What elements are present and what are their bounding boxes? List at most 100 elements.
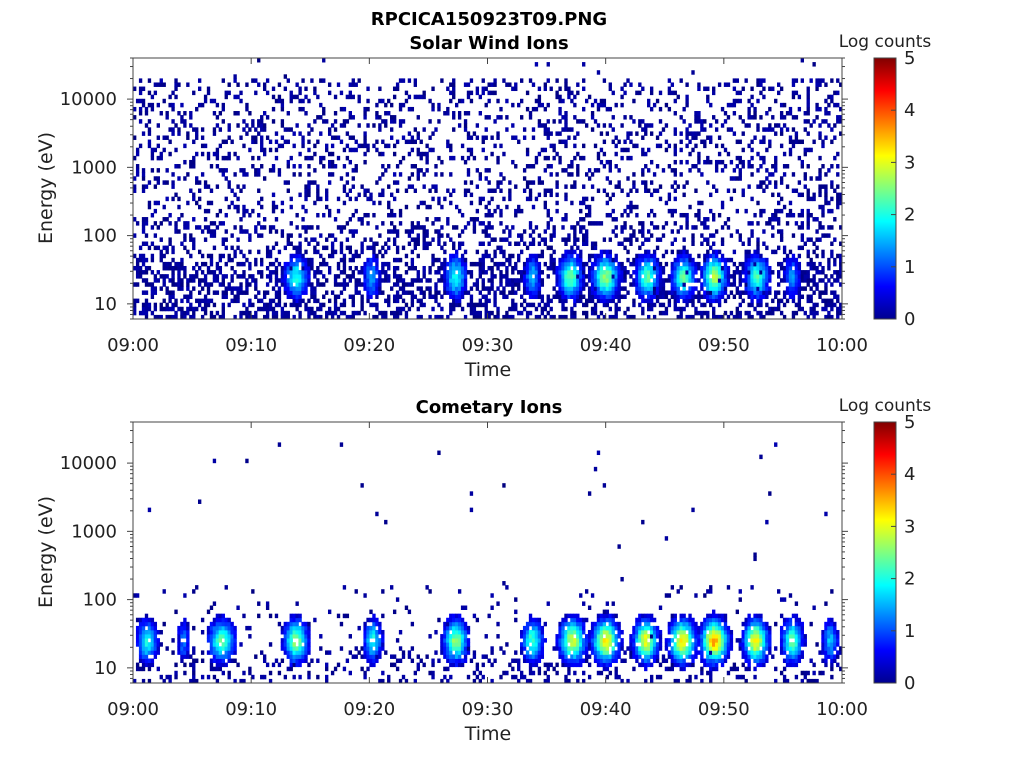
heatmap-cell [502, 237, 506, 242]
heatmap-cell [797, 155, 802, 161]
heatmap-cell [611, 139, 615, 145]
heatmap-cell [741, 278, 745, 283]
heatmap-cell [511, 135, 515, 140]
heatmap-cell [543, 127, 547, 132]
heatmap-cell [147, 666, 152, 672]
heatmap-cell [366, 245, 370, 251]
heatmap-cell [463, 127, 468, 132]
heatmap-cell [413, 139, 417, 145]
heatmap-cell [245, 229, 249, 234]
heatmap-cell [741, 192, 745, 198]
heatmap-cell [836, 306, 840, 312]
heatmap-cell [274, 217, 279, 222]
heatmap-cell [481, 282, 485, 287]
heatmap-cell [233, 225, 237, 230]
heatmap-cell [750, 115, 754, 120]
heatmap-cell [135, 261, 140, 267]
heatmap-cell [147, 642, 152, 647]
heatmap-cell [806, 86, 810, 92]
heatmap-cell [183, 225, 187, 230]
heatmap-cell [147, 245, 152, 251]
heatmap-cell [706, 270, 710, 275]
heatmap-cell [257, 82, 261, 87]
heatmap-cell [301, 217, 305, 222]
heatmap-cell [732, 294, 737, 300]
heatmap-cell [342, 666, 347, 672]
heatmap-cell [626, 212, 630, 218]
heatmap-cell [230, 278, 234, 283]
heatmap-cell [342, 188, 347, 193]
heatmap-cell [644, 286, 648, 291]
heatmap-cell [227, 151, 231, 157]
heatmap-cell [824, 188, 828, 193]
heatmap-cell [735, 90, 739, 96]
heatmap-cell [608, 212, 612, 218]
heatmap-cell [295, 298, 299, 304]
heatmap-cell [310, 306, 314, 312]
heatmap-cell [366, 98, 370, 104]
heatmap-cell [138, 245, 143, 251]
heatmap-cell [369, 192, 373, 198]
heatmap-cell [298, 241, 302, 246]
heatmap-cell [375, 111, 379, 116]
heatmap-cell [404, 310, 409, 316]
heatmap-cell [484, 155, 488, 161]
heatmap-cell [472, 314, 477, 320]
heatmap-cell [732, 98, 737, 104]
heatmap-cell [649, 306, 654, 312]
heatmap-cell [697, 310, 701, 316]
heatmap-cell [354, 229, 358, 234]
heatmap-cell [286, 638, 290, 643]
heatmap-cell [463, 192, 468, 198]
heatmap-cell [138, 629, 143, 635]
heatmap-cell [186, 642, 190, 647]
heatmap-cell [785, 298, 790, 304]
heatmap-cell [537, 286, 542, 291]
heatmap-cell [584, 172, 589, 177]
heatmap-cell [147, 658, 152, 664]
heatmap-cell [502, 314, 506, 320]
heatmap-cell [153, 621, 158, 627]
heatmap-cell [357, 270, 361, 275]
heatmap-cell [440, 172, 444, 177]
heatmap-cell [183, 642, 187, 647]
heatmap-cell [638, 90, 642, 96]
heatmap-cell [750, 270, 754, 275]
heatmap-cell [487, 82, 491, 87]
heatmap-cell [520, 78, 524, 83]
heatmap-cell [277, 290, 282, 295]
heatmap-cell [298, 90, 302, 96]
heatmap-cell [561, 217, 565, 222]
heatmap-cell [301, 298, 305, 304]
heatmap-cell [635, 143, 639, 149]
heatmap-cell [466, 82, 471, 87]
heatmap-cell [635, 204, 639, 210]
heatmap-cell [821, 204, 825, 210]
heatmap-cell [147, 678, 152, 684]
heatmap-cell [617, 184, 621, 189]
heatmap-cell [502, 274, 506, 279]
heatmap-cell [605, 265, 610, 271]
heatmap-cell [700, 139, 704, 145]
heatmap-cell [679, 78, 683, 83]
heatmap-cell [632, 298, 636, 304]
heatmap-cell [289, 94, 293, 100]
heatmap-cell [759, 274, 763, 279]
heatmap-cell [304, 625, 308, 631]
heatmap-cell [218, 143, 223, 149]
heatmap-cell [552, 261, 556, 267]
heatmap-cell [694, 306, 698, 312]
heatmap-cell [375, 290, 379, 295]
heatmap-cell [791, 143, 796, 149]
heatmap-cell [428, 204, 432, 210]
heatmap-cell [192, 678, 196, 684]
heatmap-cell [685, 290, 689, 295]
heatmap-cell [706, 159, 710, 165]
heatmap-cell [174, 229, 178, 234]
heatmap-cell [425, 159, 429, 165]
heatmap-cell [437, 106, 441, 112]
heatmap-cell [649, 180, 654, 185]
heatmap-cell [629, 82, 633, 87]
heatmap-cell [567, 270, 571, 275]
heatmap-cell [573, 241, 577, 246]
